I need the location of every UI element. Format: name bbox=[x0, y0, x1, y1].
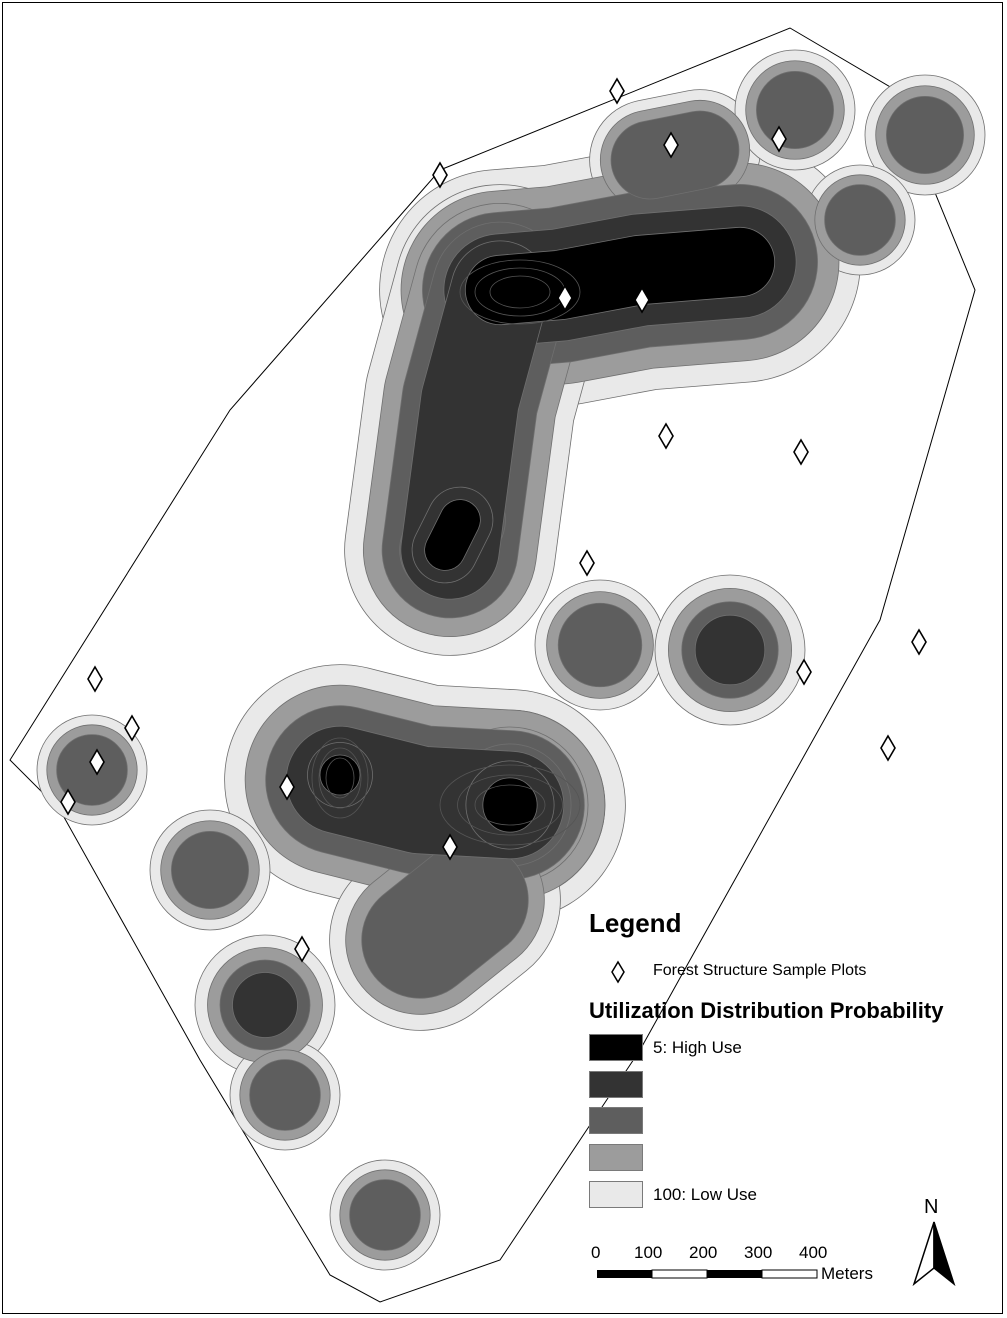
sample-plot-icon bbox=[432, 161, 448, 189]
scale-tick-400: 400 bbox=[799, 1243, 828, 1262]
sample-plot-icon bbox=[60, 788, 76, 816]
sample-plot-icon bbox=[658, 422, 674, 450]
high-use-isoline bbox=[457, 774, 563, 836]
legend-swatch-high-use bbox=[589, 1034, 643, 1061]
sample-plot-icon bbox=[87, 665, 103, 693]
legend-label-low-use: 100: Low Use bbox=[653, 1185, 757, 1204]
legend-swatch-class-4 bbox=[589, 1144, 643, 1171]
legend-swatch-low-use bbox=[589, 1181, 643, 1208]
scale-tick-300: 300 bbox=[744, 1243, 773, 1262]
sample-plot-icon bbox=[124, 714, 140, 742]
high-use-isoline bbox=[311, 737, 369, 819]
scale-tick-100: 100 bbox=[634, 1243, 663, 1262]
legend-plot-symbol bbox=[611, 960, 625, 984]
legend-ud-title: Utilization Distribution Probability bbox=[589, 998, 944, 1023]
legend-plots-label: Forest Structure Sample Plots bbox=[653, 962, 867, 979]
sample-plot-icon bbox=[911, 628, 927, 656]
sample-plot-icon bbox=[557, 284, 573, 312]
legend-title: Legend bbox=[589, 908, 682, 938]
sample-plot-icon bbox=[634, 286, 650, 314]
scale-tick-200: 200 bbox=[689, 1243, 718, 1262]
high-use-isoline bbox=[459, 259, 581, 325]
legend-label-high-use: 5: High Use bbox=[653, 1038, 742, 1057]
high-use-isoline bbox=[439, 764, 581, 846]
scale-tick-0: 0 bbox=[591, 1243, 601, 1262]
scale-bar bbox=[597, 1269, 818, 1279]
sample-plot-icon bbox=[609, 77, 625, 105]
sample-plot-icon bbox=[663, 131, 679, 159]
high-use-isoline bbox=[325, 757, 355, 799]
scale-unit: Meters bbox=[821, 1264, 873, 1283]
north-arrow-icon bbox=[912, 1221, 956, 1287]
high-use-isoline bbox=[474, 784, 546, 826]
sample-plot-markers bbox=[60, 77, 927, 963]
contour-band-5 bbox=[319, 226, 776, 833]
legend-swatch-class-2 bbox=[589, 1071, 643, 1098]
north-label: N bbox=[924, 1196, 939, 1218]
sample-plot-icon bbox=[279, 773, 295, 801]
sample-plot-icon bbox=[771, 125, 787, 153]
sample-plot-icon bbox=[796, 658, 812, 686]
high-use-isoline bbox=[489, 275, 551, 309]
sample-plot-icon bbox=[89, 748, 105, 776]
sample-plot-icon bbox=[793, 438, 809, 466]
sample-plot-icon bbox=[579, 549, 595, 577]
sample-plot-icon bbox=[880, 734, 896, 762]
legend-swatch-class-3 bbox=[589, 1107, 643, 1134]
high-use-isoline bbox=[318, 747, 362, 809]
sample-plot-icon bbox=[294, 935, 310, 963]
utilization-distribution-contours bbox=[36, 49, 986, 1271]
sample-plot-icon bbox=[442, 833, 458, 861]
